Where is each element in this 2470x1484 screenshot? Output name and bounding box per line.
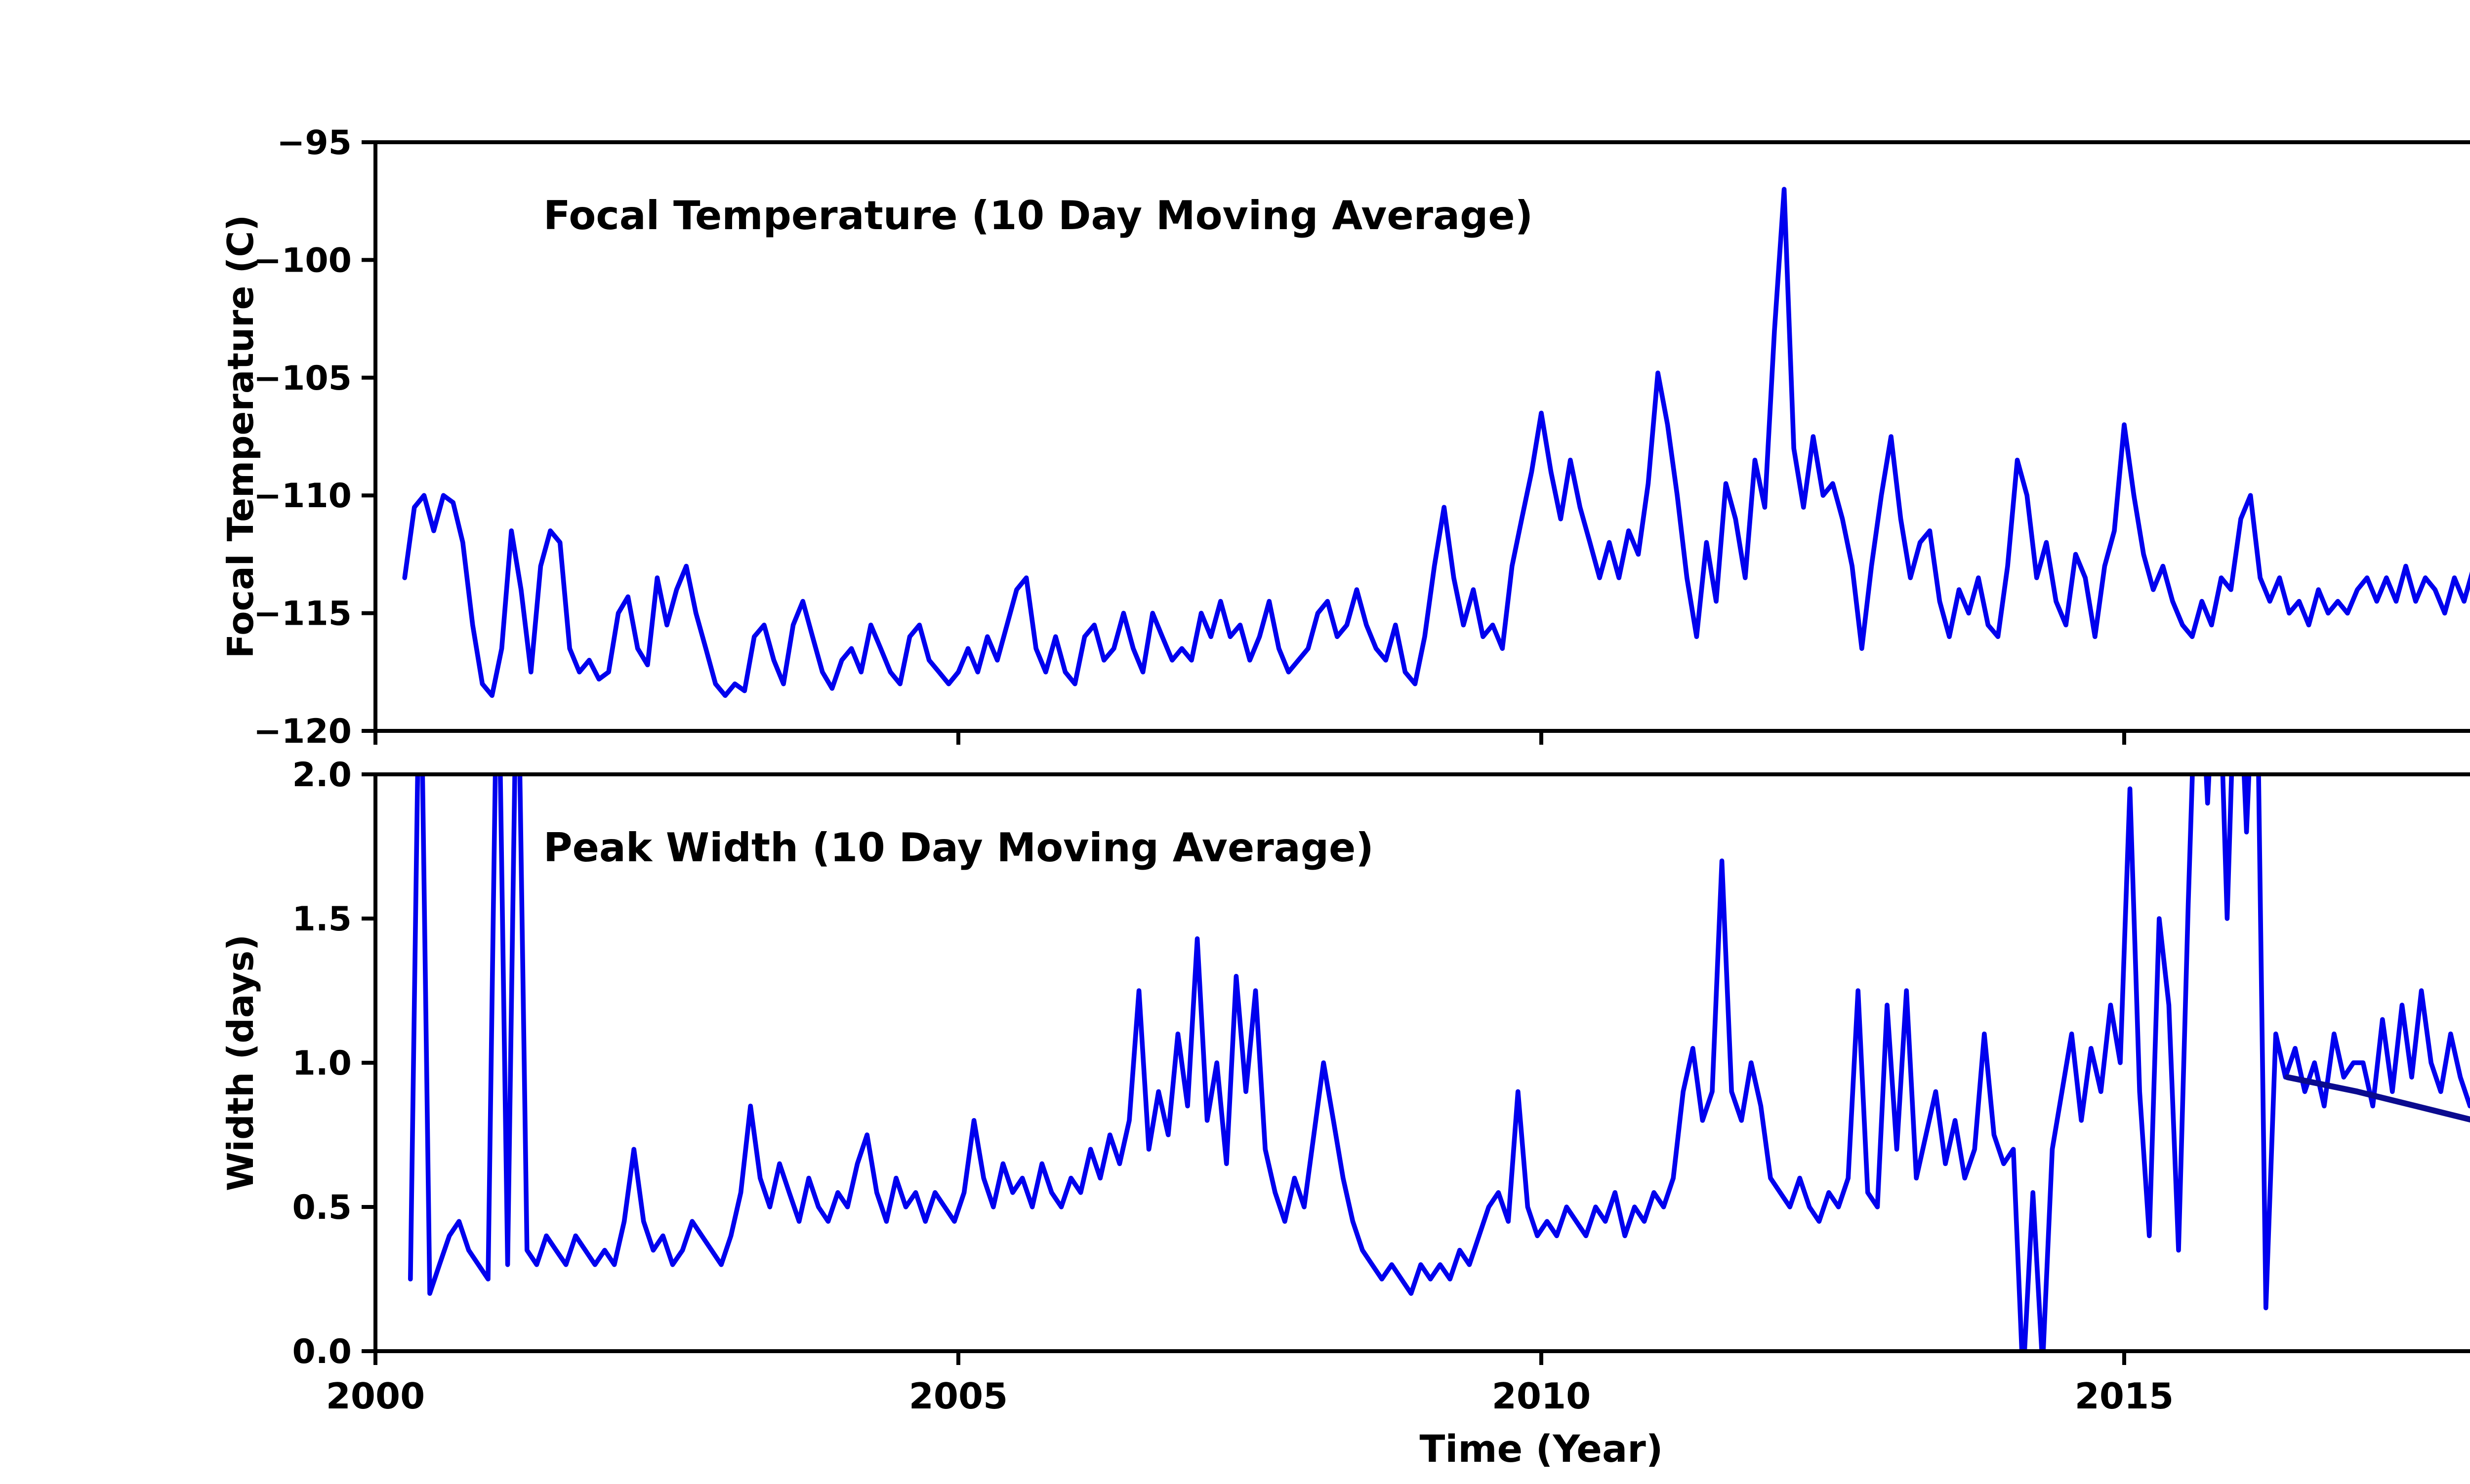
y-tick-label: −110: [253, 477, 352, 516]
y-tick-label: 1.0: [292, 1044, 352, 1083]
y-tick-label: 0.5: [292, 1188, 352, 1227]
x-tick-label: 2010: [1492, 1375, 1591, 1417]
y-tick-label: −100: [253, 241, 352, 280]
trend-line: [2284, 1074, 2470, 1123]
plot-area: [402, 187, 2470, 698]
x-tick-label: 2005: [909, 1375, 1008, 1417]
focal-temperature-line: [402, 187, 2470, 698]
y-tick-label: −95: [277, 123, 352, 162]
chart-focal-temperature: −95 −100 −105 −110 −115 −120 Focal Temperature…: [220, 123, 2470, 751]
y-axis-label: Focal Temperature (C): [220, 215, 261, 658]
chart-title: Focal Temperature (10 Day Moving Average…: [543, 193, 1533, 239]
y-axis-label: Width (days): [220, 934, 261, 1191]
y-tick-label: −120: [253, 712, 352, 751]
y-tick-label: 0.0: [292, 1332, 352, 1371]
peak-width-line: [408, 774, 2470, 1351]
y-tick-label: −115: [253, 595, 352, 634]
plot-area: [408, 774, 2470, 1351]
y-tick-label: −105: [253, 359, 352, 398]
x-tick-label: 2000: [326, 1375, 425, 1417]
chart-title: Peak Width (10 Day Moving Average): [543, 825, 1374, 871]
x-tick-label: 2015: [2075, 1375, 2174, 1417]
x-axis-label: Time (Year): [1420, 1427, 1663, 1471]
y-tick-label: 1.5: [292, 900, 352, 939]
chart-peak-width: 200020052010201520200.00.51.01.52.0Peak …: [220, 756, 2470, 1471]
y-tick-label: 2.0: [292, 756, 352, 795]
